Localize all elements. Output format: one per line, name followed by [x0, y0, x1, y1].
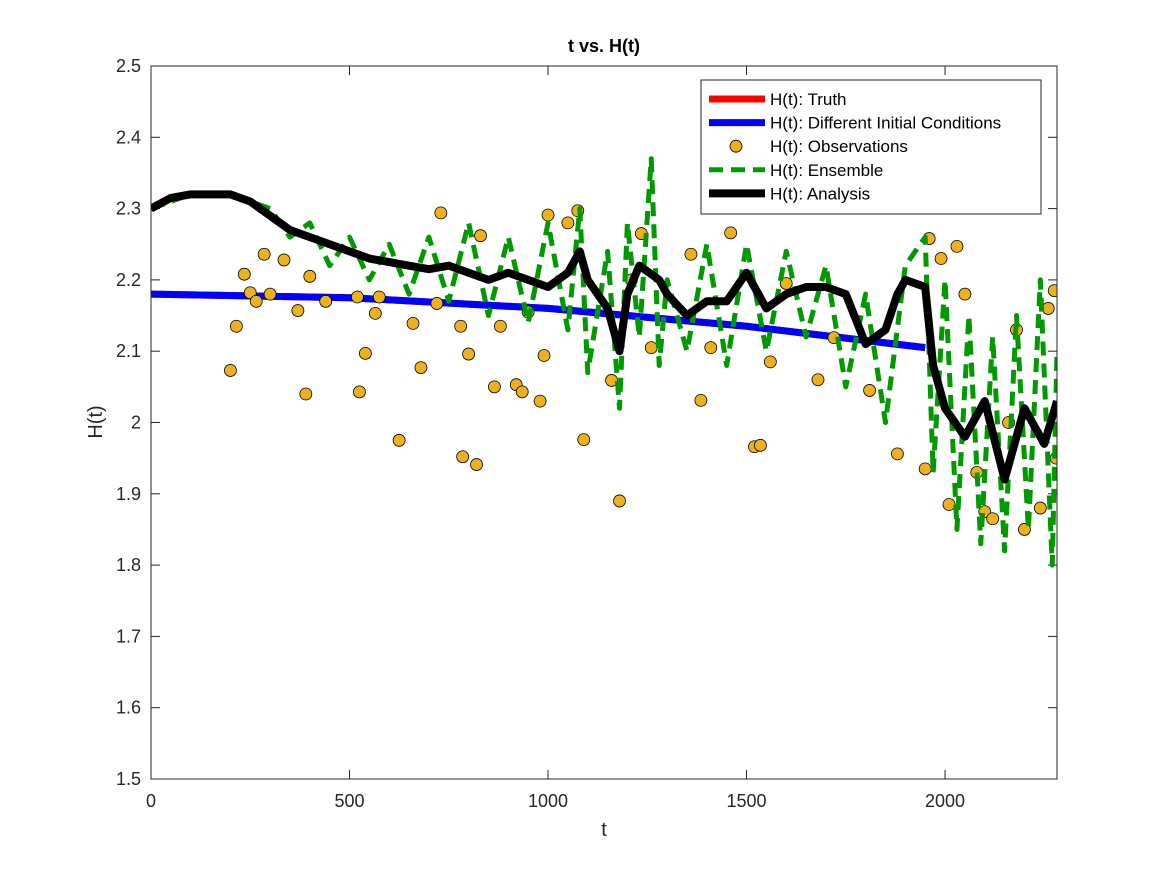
- observation-point: [277, 253, 291, 267]
- observation-point: [406, 316, 420, 330]
- y-tick-label: 2.5: [116, 56, 141, 76]
- legend-label: H(t): Ensemble: [770, 161, 883, 180]
- observation-point: [605, 374, 618, 387]
- observation-point: [456, 450, 470, 464]
- y-axis-label: H(t): [85, 405, 107, 438]
- observation-point: [1041, 302, 1055, 315]
- observation-point: [1033, 501, 1047, 515]
- y-tick-label: 2.1: [116, 341, 141, 361]
- observation-point: [561, 216, 575, 230]
- observation-point: [934, 252, 948, 265]
- axes-box: [150, 65, 1058, 780]
- observation-point: [470, 458, 483, 471]
- y-tick-label: 2.4: [116, 127, 141, 147]
- x-tick-label: 1500: [727, 791, 767, 811]
- series-line: [151, 190, 1057, 484]
- observation-point: [474, 229, 487, 243]
- observation-point: [493, 319, 507, 333]
- observation-point: [533, 394, 547, 408]
- observation-point: [358, 346, 372, 360]
- observation-point: [237, 267, 251, 281]
- legend-label: H(t): Different Initial Conditions: [770, 114, 1001, 133]
- observation-point: [890, 447, 904, 461]
- observation-point: [754, 438, 767, 452]
- legend-marker: [729, 139, 743, 153]
- observation-point: [644, 341, 658, 355]
- observation-point: [763, 355, 777, 369]
- observation-point: [811, 373, 825, 387]
- legend-label: H(t): Observations: [770, 137, 908, 156]
- observation-point: [950, 239, 964, 253]
- plot-area: [151, 156, 1057, 568]
- observation-point: [434, 206, 448, 220]
- observation-point: [351, 290, 364, 304]
- observation-point: [392, 433, 406, 447]
- y-tick-label: 2.3: [116, 199, 141, 219]
- y-tick-label: 1.8: [116, 555, 141, 575]
- y-tick-label: 2: [131, 413, 141, 433]
- observation-point: [694, 393, 708, 407]
- series-line: [151, 156, 1057, 568]
- observation-point: [613, 494, 626, 508]
- x-axis-label: t: [601, 819, 607, 841]
- chart-title: t vs. H(t): [568, 36, 640, 56]
- legend: H(t): Truth H(t): Different Initial Condi…: [700, 79, 1042, 215]
- observation-point: [368, 307, 382, 320]
- observation-point: [541, 208, 555, 222]
- observation-point: [430, 297, 444, 310]
- observation-point: [299, 387, 313, 401]
- observation-point: [372, 290, 386, 304]
- y-tick-label: 1.7: [116, 626, 141, 646]
- y-tick-label: 1.5: [116, 769, 141, 789]
- observation-point: [353, 385, 366, 399]
- x-tick-label: 500: [334, 791, 364, 811]
- observation-point: [724, 226, 738, 240]
- observation-point: [462, 347, 476, 361]
- observation-point: [257, 247, 271, 261]
- observation-point: [488, 380, 501, 394]
- observation-point: [863, 384, 877, 397]
- observation-point: [319, 294, 333, 308]
- observation-point: [1018, 523, 1031, 536]
- observation-point: [454, 319, 468, 333]
- observation-point: [684, 247, 698, 261]
- x-tick-label: 2000: [925, 791, 965, 811]
- legend-label: H(t): Analysis: [770, 184, 870, 203]
- observation-point: [942, 498, 956, 511]
- observation-point: [224, 364, 237, 377]
- observation-point: [515, 385, 529, 399]
- x-tick-label: 1000: [528, 791, 568, 811]
- y-tick-label: 2.2: [116, 270, 141, 290]
- observation-point: [291, 304, 305, 317]
- observation-point: [1047, 284, 1057, 297]
- observation-point: [986, 512, 1000, 526]
- observation-point: [229, 319, 243, 333]
- observation-point: [704, 341, 718, 355]
- observation-point: [303, 269, 317, 283]
- y-tick-label: 1.6: [116, 698, 141, 718]
- observation-point: [577, 433, 591, 447]
- observation-point: [918, 462, 932, 476]
- observation-point: [249, 294, 263, 308]
- observation-point: [414, 361, 428, 374]
- y-tick-label: 1.9: [116, 484, 141, 504]
- legend-label: H(t): Truth: [770, 90, 847, 109]
- observation-point: [537, 349, 551, 362]
- x-tick-label: 0: [146, 791, 156, 811]
- observation-point: [958, 287, 972, 301]
- observation-point: [779, 277, 793, 290]
- observation-point: [263, 287, 277, 301]
